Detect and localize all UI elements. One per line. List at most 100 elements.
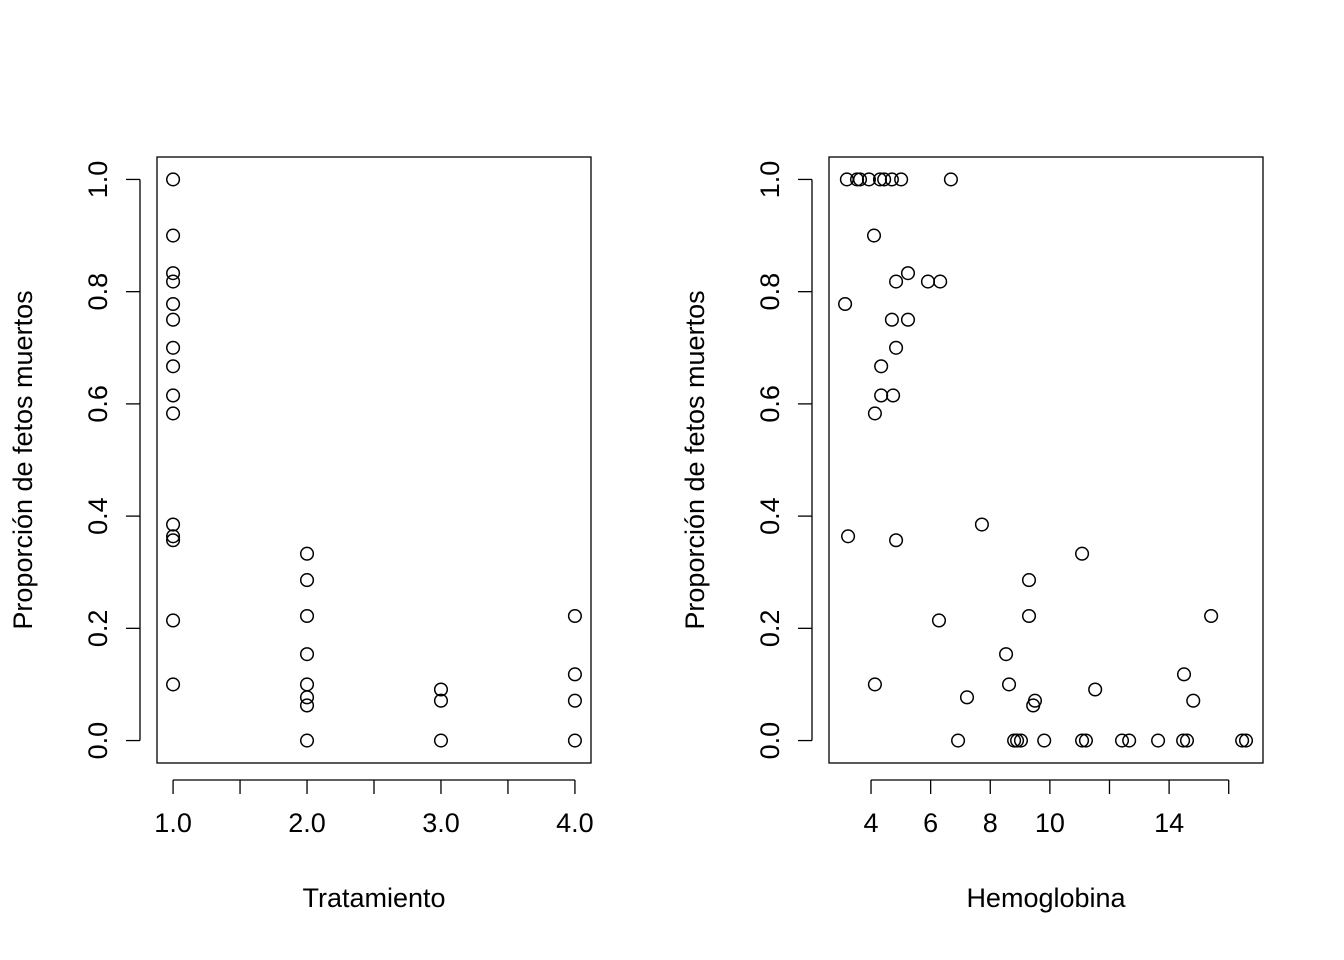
x-tick-label: 1.0: [154, 808, 192, 838]
point: [1010, 733, 1025, 748]
point: [889, 274, 904, 289]
x-tick-label: 2.0: [288, 808, 326, 838]
point: [1235, 733, 1250, 748]
y-tick-label: 0.2: [755, 610, 785, 648]
point: [1238, 733, 1254, 748]
y-tick-label: 0.0: [755, 722, 785, 760]
point: [1179, 733, 1195, 748]
y-axis-title: Proporción de fetos muertos: [8, 290, 38, 629]
point: [1026, 698, 1041, 713]
y-tick-label: 1.0: [83, 161, 113, 199]
y-tick-label: 1.0: [755, 161, 785, 199]
point: [974, 517, 989, 532]
point: [166, 296, 181, 312]
point: [838, 296, 853, 312]
point: [1075, 546, 1090, 561]
point: [1186, 693, 1201, 708]
point: [920, 274, 936, 289]
y-tick-label: 0.0: [83, 722, 113, 760]
point: [877, 172, 892, 187]
point: [900, 266, 916, 281]
plot-box: [828, 156, 1264, 764]
point: [884, 312, 899, 327]
x-tick-label: 4.0: [556, 808, 594, 838]
point: [299, 546, 315, 561]
point: [166, 613, 181, 628]
point: [299, 573, 315, 588]
point: [933, 274, 948, 289]
point: [889, 533, 904, 548]
point: [299, 690, 315, 705]
y-tick-label: 0.4: [755, 497, 785, 535]
x-tick-label: 8: [983, 808, 998, 838]
point: [166, 677, 181, 692]
point: [433, 682, 449, 697]
point: [1021, 608, 1037, 624]
point: [1001, 677, 1017, 692]
point: [1176, 733, 1191, 748]
y-axis-title: Proporción de fetos muertos: [680, 290, 710, 629]
point: [884, 172, 899, 187]
point: [299, 647, 315, 662]
point: [867, 677, 882, 692]
point: [299, 733, 315, 748]
point: [166, 529, 181, 544]
point: [900, 312, 916, 327]
point: [889, 340, 904, 355]
point: [866, 228, 882, 243]
point: [1078, 733, 1093, 748]
point: [166, 406, 181, 421]
point: [1114, 733, 1130, 748]
point: [1037, 733, 1052, 748]
x-tick-label: 4: [864, 808, 879, 838]
point: [841, 529, 856, 544]
point: [166, 517, 181, 532]
point: [951, 733, 966, 748]
point: [852, 172, 868, 187]
point: [874, 388, 889, 403]
point: [1013, 733, 1029, 748]
point: [943, 172, 958, 187]
x-axis-title: Tratamiento: [302, 883, 445, 913]
point: [959, 690, 975, 705]
point: [1122, 733, 1137, 748]
point: [1151, 733, 1166, 748]
point: [299, 608, 315, 624]
point: [166, 388, 181, 403]
y-tick-label: 0.8: [755, 273, 785, 311]
x-tick-label: 6: [923, 808, 938, 838]
y-tick-label: 0.4: [83, 497, 113, 535]
point: [567, 608, 582, 624]
point: [886, 388, 901, 403]
point: [166, 274, 181, 289]
point: [1176, 667, 1192, 682]
point: [1088, 682, 1103, 697]
point: [433, 693, 449, 708]
x-tick-label: 14: [1154, 808, 1184, 838]
point: [874, 359, 889, 374]
point: [433, 733, 449, 748]
y-tick-label: 0.8: [83, 273, 113, 311]
x-axis-title: Hemoglobina: [966, 883, 1126, 913]
point: [166, 228, 181, 243]
point: [1204, 608, 1219, 624]
point: [166, 266, 181, 281]
y-tick-label: 0.6: [755, 385, 785, 423]
point: [861, 172, 876, 187]
point: [867, 406, 882, 421]
point: [166, 359, 181, 374]
point: [567, 667, 582, 682]
point: [166, 533, 181, 548]
point: [567, 693, 582, 708]
point: [166, 172, 181, 187]
plot-box: [156, 156, 592, 764]
point: [299, 698, 315, 713]
x-tick-label: 3.0: [422, 808, 460, 838]
point: [931, 613, 947, 628]
point: [567, 733, 582, 748]
point: [1021, 573, 1037, 588]
x-tick-label: 10: [1035, 808, 1065, 838]
point: [166, 340, 181, 355]
point: [166, 312, 181, 327]
